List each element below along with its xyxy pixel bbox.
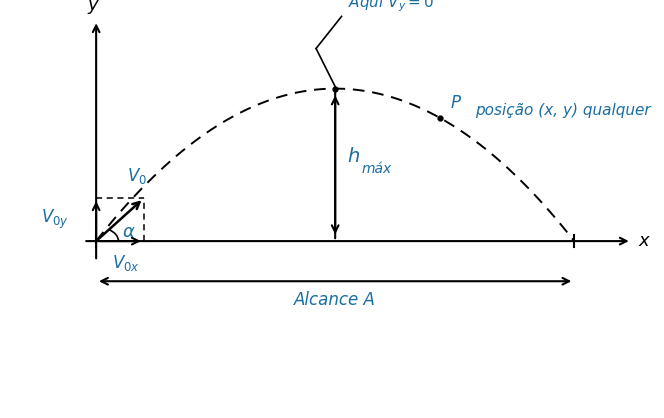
Text: $P$: $P$ xyxy=(450,94,462,112)
Text: y: y xyxy=(88,0,98,14)
Text: $V_{0x}$: $V_{0x}$ xyxy=(112,253,140,273)
Text: x: x xyxy=(638,232,649,250)
Text: Alcance A: Alcance A xyxy=(294,291,376,309)
Text: $h$: $h$ xyxy=(347,147,360,166)
Text: $V_{0y}$: $V_{0y}$ xyxy=(41,208,68,231)
Text: $V_0$: $V_0$ xyxy=(127,166,147,186)
Text: $\alpha$: $\alpha$ xyxy=(122,223,136,241)
Text: posição (x, y) qualquer: posição (x, y) qualquer xyxy=(475,103,651,118)
Text: máx: máx xyxy=(362,162,392,176)
Text: $Aqui\ V_y = 0$: $Aqui\ V_y = 0$ xyxy=(348,0,434,14)
